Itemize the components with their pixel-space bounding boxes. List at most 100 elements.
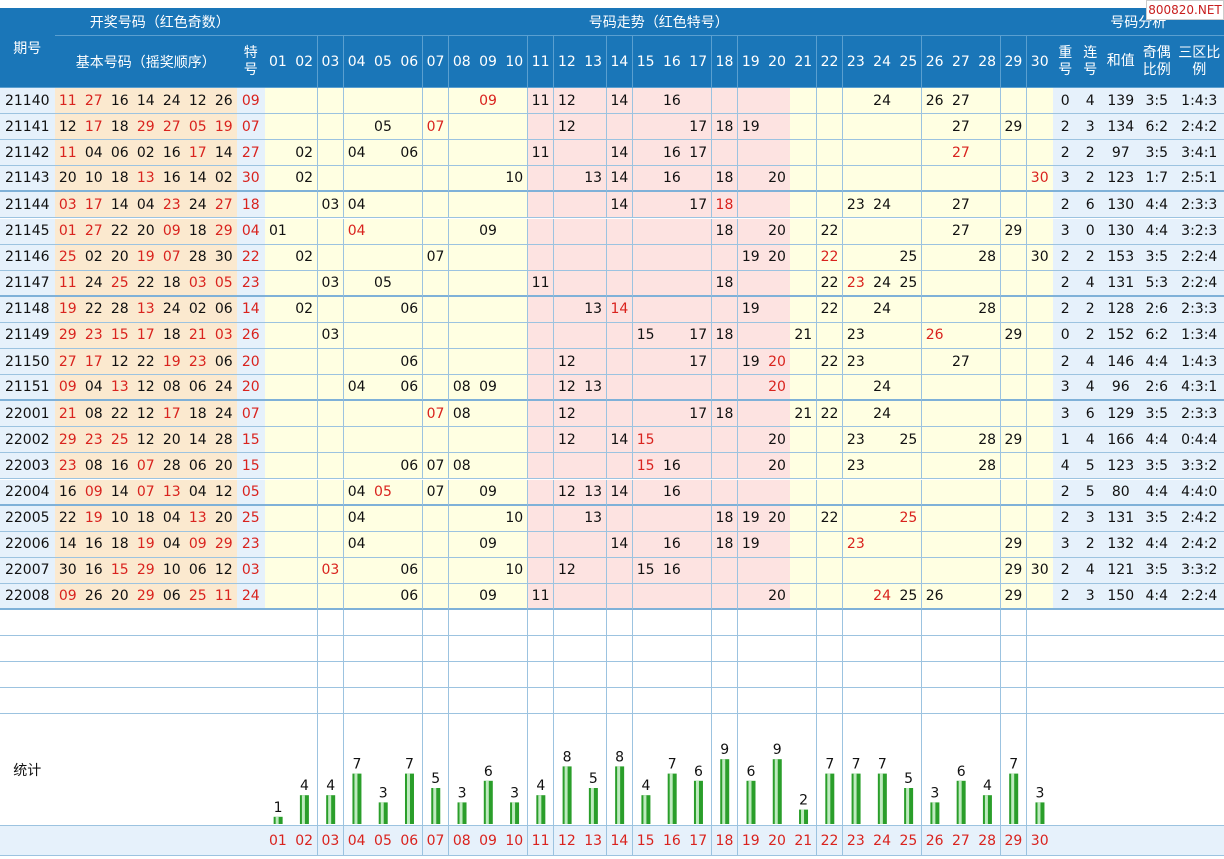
basic-number-cell: 03: [211, 322, 238, 349]
trend-cell-10: [501, 349, 529, 376]
trend-cell-06: 06: [396, 583, 424, 610]
basic-number-cell: 29: [55, 427, 82, 454]
analysis-sum-cell: 123: [1103, 166, 1140, 193]
trend-cell-22: [816, 453, 844, 480]
trend-cell-29: [1000, 401, 1028, 428]
analysis-zone-cell: 3:3:2: [1175, 557, 1224, 584]
trend-cell-27: 27: [948, 349, 975, 376]
basic-number-cell: 02: [185, 296, 212, 323]
basic-number-cell: 30: [211, 244, 238, 271]
bar-label-20: 9: [773, 742, 782, 758]
trend-cell-29: [1000, 349, 1028, 376]
trend-cell-06: [396, 479, 424, 506]
trend-cell-06: 06: [396, 557, 424, 584]
trend-cell-18: [711, 453, 739, 480]
empty-cell: [185, 688, 212, 714]
trend-col-header-23: 23: [842, 36, 870, 88]
trend-cell-08: [448, 322, 476, 349]
analysis-sum-cell: 146: [1103, 349, 1140, 376]
empty-cell: [790, 610, 818, 636]
trend-cell-27: 27: [948, 192, 975, 219]
trend-cell-25: 25: [895, 505, 923, 532]
trend-cell-24: 24: [869, 270, 896, 297]
trend-cell-15: 15: [632, 453, 660, 480]
trend-cell-12: [553, 583, 581, 610]
trend-cell-29: [1000, 479, 1028, 506]
trend-cell-27: [948, 244, 975, 271]
trend-cell-23: 23: [842, 349, 870, 376]
basic-number-cell: 23: [81, 322, 108, 349]
basic-number-cell: 17: [81, 349, 108, 376]
trend-cell-15: 15: [632, 427, 660, 454]
basic-number-cell: 18: [107, 531, 134, 558]
trend-cell-08: [448, 531, 476, 558]
trend-cell-12: [553, 192, 581, 219]
trend-cell-18: [711, 479, 739, 506]
trend-cell-20: [764, 557, 791, 584]
trend-cell-28: [974, 270, 1002, 297]
trend-cell-14: 14: [606, 192, 634, 219]
trend-cell-04: [343, 114, 371, 141]
empty-cell: [711, 610, 739, 636]
trend-cell-25: [895, 218, 923, 245]
trend-cell-16: 16: [659, 479, 686, 506]
basic-number-cell: 24: [159, 296, 186, 323]
trend-cell-08: [448, 270, 476, 297]
trend-cell-02: 02: [291, 166, 319, 193]
trend-cell-03: 03: [317, 322, 345, 349]
basic-number-cell: 07: [159, 244, 186, 271]
empty-cell: [580, 662, 607, 688]
analysis-zone-cell: 2:2:4: [1175, 244, 1224, 271]
trend-cell-30: [1026, 401, 1054, 428]
empty-cell: [527, 636, 555, 662]
empty-cell: [1139, 662, 1176, 688]
empty-cell: [895, 636, 923, 662]
analysis-zone-cell: 3:3:2: [1175, 453, 1224, 480]
period-cell: 21146: [0, 244, 56, 271]
trend-cell-15: [632, 531, 660, 558]
trend-cell-04: [343, 88, 371, 115]
trend-cell-29: [1000, 375, 1028, 402]
trend-cell-27: [948, 479, 975, 506]
trend-cell-07: 07: [422, 401, 450, 428]
trend-cell-25: 25: [895, 427, 923, 454]
basic-number-cell: 06: [211, 296, 238, 323]
trend-cell-05: [370, 244, 397, 271]
trend-cell-13: 13: [580, 375, 607, 402]
trend-cell-08: [448, 427, 476, 454]
trend-cell-18: 18: [711, 505, 739, 532]
trend-cell-27: [948, 401, 975, 428]
empty-cell: [1026, 636, 1054, 662]
trend-cell-14: 14: [606, 140, 634, 167]
basic-number-cell: 14: [185, 166, 212, 193]
trend-cell-03: [317, 531, 345, 558]
empty-cell: [317, 688, 345, 714]
trend-cell-08: [448, 88, 476, 115]
bar-highlight-02: [301, 795, 305, 824]
trend-cell-28: [974, 505, 1002, 532]
analysis-zone-cell: 2:4:2: [1175, 114, 1224, 141]
trend-cell-07: [422, 557, 450, 584]
analysis-repeat-cell: 2: [1053, 349, 1079, 376]
empty-cell: [974, 636, 1002, 662]
basic-number-cell: 19: [55, 296, 82, 323]
empty-cell: [237, 688, 266, 714]
trend-cell-16: 16: [659, 88, 686, 115]
basic-number-cell: 20: [107, 583, 134, 610]
analysis-sum-cell: 132: [1103, 531, 1140, 558]
trend-cell-15: [632, 218, 660, 245]
analysis-consec-cell: 3: [1078, 505, 1104, 532]
bar-label-22: 7: [825, 757, 834, 773]
empty-cell: [343, 688, 371, 714]
trend-cell-11: [527, 453, 555, 480]
empty-cell: [711, 688, 739, 714]
trend-cell-25: [895, 349, 923, 376]
empty-cell: [974, 662, 1002, 688]
trend-cell-02: 02: [291, 140, 319, 167]
trend-cell-15: [632, 270, 660, 297]
trend-col-header-16: 16: [659, 36, 686, 88]
period-cell: 22008: [0, 583, 56, 610]
trend-cell-28: [974, 479, 1002, 506]
trend-cell-09: [475, 166, 502, 193]
empty-cell: [343, 636, 371, 662]
